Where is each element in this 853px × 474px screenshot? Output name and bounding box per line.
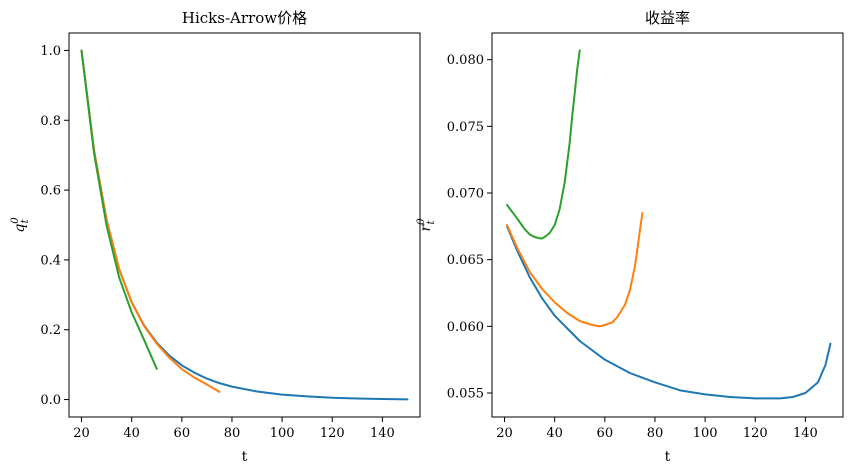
x-tick-label: 60 xyxy=(174,426,191,441)
y-tick-label: 0.0 xyxy=(40,393,61,408)
series-lines xyxy=(80,49,409,401)
y-tick-label: 0.6 xyxy=(40,184,61,199)
x-tick-label: 20 xyxy=(496,426,513,441)
x-axis-label: t xyxy=(242,449,248,465)
y-tick-label: 0.080 xyxy=(447,53,484,68)
y-tick-label: 0.070 xyxy=(447,187,484,202)
x-tick-label: 80 xyxy=(647,426,664,441)
y-tick-label: 0.075 xyxy=(447,120,484,135)
x-axis-ticks: 20 40 60 80 100 120 140 xyxy=(496,417,818,441)
y-tick-label: 0.065 xyxy=(447,253,484,268)
y-axis-ticks: 0.055 0.060 0.065 0.070 0.075 0.080 xyxy=(447,53,492,402)
yield-chart: 收益率 t r0t 20 40 60 80 100 120 140 0.0550.0600.… xyxy=(416,9,844,465)
y-tick-label: 0.2 xyxy=(40,323,61,338)
y-tick-label: 1.0 xyxy=(40,44,61,59)
series-line-2 xyxy=(506,212,644,328)
y-axis-ticks: 0.0 0.2 0.4 0.6 0.8 1.0 xyxy=(40,44,69,408)
x-tick-label: 120 xyxy=(743,426,768,441)
x-tick-label: 140 xyxy=(793,426,818,441)
y-tick-label: 0.8 xyxy=(40,114,61,129)
x-tick-label: 40 xyxy=(546,426,563,441)
x-tick-label: 120 xyxy=(320,426,345,441)
plot-frame xyxy=(491,32,844,418)
y-axis-label: q0t xyxy=(10,217,31,233)
series-line-3 xyxy=(80,49,158,370)
x-axis-ticks: 20 40 60 80 100 120 140 xyxy=(73,417,395,441)
x-tick-label: 60 xyxy=(597,426,614,441)
series-line-3 xyxy=(506,49,581,240)
y-axis-label: r0t xyxy=(416,218,437,232)
plot-frame xyxy=(68,32,421,418)
x-tick-label: 40 xyxy=(123,426,140,441)
x-tick-label: 140 xyxy=(370,426,395,441)
hicks-arrow-price-chart: Hicks-Arrow价格 t q0t 20 40 60 80 100 120 140 0.… xyxy=(10,9,421,465)
x-tick-label: 100 xyxy=(270,426,295,441)
series-line-1 xyxy=(80,49,409,401)
x-tick-label: 100 xyxy=(693,426,718,441)
series-lines xyxy=(506,49,832,400)
series-line-2 xyxy=(80,49,221,393)
x-tick-label: 80 xyxy=(224,426,241,441)
y-tick-label: 0.055 xyxy=(447,387,484,402)
x-axis-label: t xyxy=(665,449,671,465)
x-tick-label: 20 xyxy=(73,426,90,441)
chart-title: Hicks-Arrow价格 xyxy=(182,9,307,27)
chart-title: 收益率 xyxy=(645,9,690,27)
y-tick-label: 0.4 xyxy=(40,253,61,268)
series-line-1 xyxy=(506,225,832,400)
y-tick-label: 0.060 xyxy=(447,320,484,335)
